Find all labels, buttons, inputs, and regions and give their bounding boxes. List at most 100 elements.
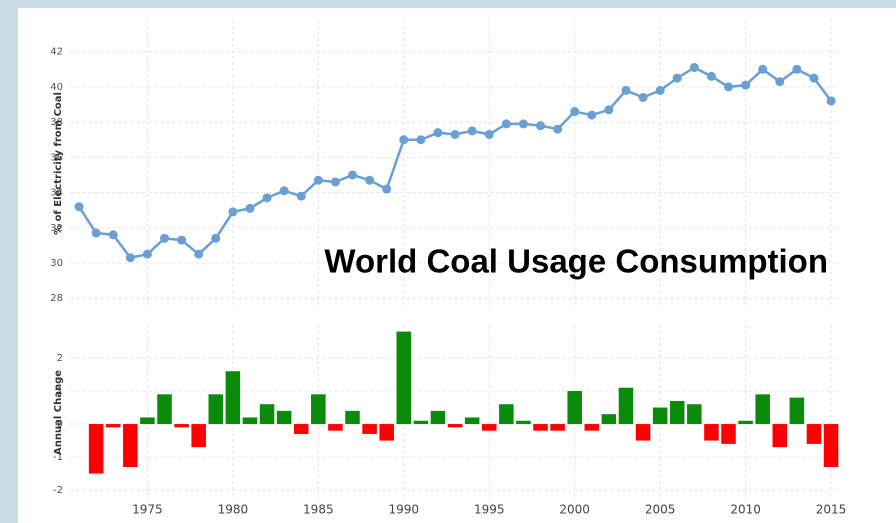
bar	[652, 407, 668, 425]
marker	[792, 64, 802, 74]
bar	[533, 424, 548, 431]
marker	[689, 63, 699, 73]
marker	[296, 191, 306, 201]
marker	[228, 207, 238, 217]
marker	[330, 177, 340, 187]
marker	[348, 170, 358, 180]
marker	[775, 77, 785, 87]
y-tick-label: 0	[57, 419, 63, 430]
bar	[601, 414, 617, 425]
bar	[516, 420, 531, 425]
bar	[225, 371, 241, 425]
x-tick-label: 1980	[218, 503, 249, 517]
x-tick-label: 1990	[389, 503, 420, 517]
marker	[108, 230, 118, 240]
bar	[191, 424, 206, 448]
y-tick-label: 1	[57, 386, 63, 397]
y-axis-title: % of Electricity from Coal	[53, 92, 64, 235]
bar	[242, 417, 258, 425]
marker	[741, 80, 751, 90]
bar	[567, 391, 582, 425]
y-tick-label: 32	[50, 223, 63, 234]
marker	[211, 233, 221, 243]
bar	[208, 394, 224, 425]
bar	[447, 424, 463, 428]
line	[77, 66, 833, 260]
bar	[499, 404, 514, 425]
x-tick-label: 2015	[816, 503, 847, 517]
bar	[157, 394, 172, 425]
x-tick-label: 2000	[559, 503, 590, 517]
marker	[570, 107, 580, 117]
bar	[464, 417, 480, 425]
marker	[672, 73, 682, 83]
bar	[618, 387, 634, 425]
marker	[501, 119, 511, 129]
marker	[416, 135, 426, 145]
bar	[123, 424, 138, 467]
marker	[536, 121, 546, 131]
bar	[276, 410, 292, 425]
bar	[174, 424, 189, 428]
bar	[259, 404, 275, 425]
marker	[313, 175, 323, 185]
marker	[621, 85, 631, 95]
bar	[413, 420, 429, 425]
marker	[399, 135, 409, 145]
marker	[450, 129, 460, 139]
marker	[160, 233, 170, 243]
marker	[279, 186, 289, 196]
bar	[550, 424, 565, 431]
x-tick-label: 1985	[303, 503, 334, 517]
bar	[379, 424, 394, 441]
marker	[724, 82, 734, 92]
bar	[481, 424, 497, 431]
bar	[738, 420, 753, 425]
y-tick-label: 28	[50, 293, 63, 304]
marker	[638, 92, 648, 102]
marker	[758, 64, 768, 74]
bar	[704, 424, 719, 441]
bar	[105, 424, 121, 428]
y-tick-label: -2	[53, 485, 63, 496]
y-axis-title: Annual Change	[53, 370, 64, 455]
bar	[823, 424, 839, 467]
marker	[587, 110, 597, 120]
bar	[311, 394, 326, 425]
bar	[328, 424, 343, 431]
marker	[177, 235, 187, 245]
marker	[553, 124, 563, 134]
y-tick-label: 30	[50, 258, 63, 269]
marker	[467, 126, 477, 136]
marker	[142, 249, 152, 259]
marker	[125, 253, 135, 263]
marker	[74, 202, 84, 212]
marker	[655, 85, 665, 95]
marker	[706, 71, 716, 81]
y-tick-label: 36	[50, 152, 63, 163]
bar	[772, 424, 788, 448]
y-tick-label: 40	[50, 82, 63, 93]
bar	[430, 410, 446, 425]
marker	[433, 128, 443, 138]
bar	[362, 424, 377, 434]
marker	[262, 193, 272, 203]
x-tick-label: 1975	[132, 503, 163, 517]
bar	[396, 331, 412, 425]
y-tick-label: 38	[50, 117, 63, 128]
x-tick-label: 2010	[730, 503, 761, 517]
marker	[826, 96, 836, 106]
marker	[382, 184, 392, 194]
bar	[88, 424, 104, 474]
bar	[140, 417, 155, 425]
y-tick-label: 42	[50, 47, 63, 58]
bar	[789, 397, 805, 425]
bar	[345, 410, 360, 425]
marker	[484, 129, 494, 139]
marker	[91, 228, 101, 238]
x-tick-label: 2005	[645, 503, 676, 517]
bar	[293, 424, 309, 434]
bar	[721, 424, 736, 444]
